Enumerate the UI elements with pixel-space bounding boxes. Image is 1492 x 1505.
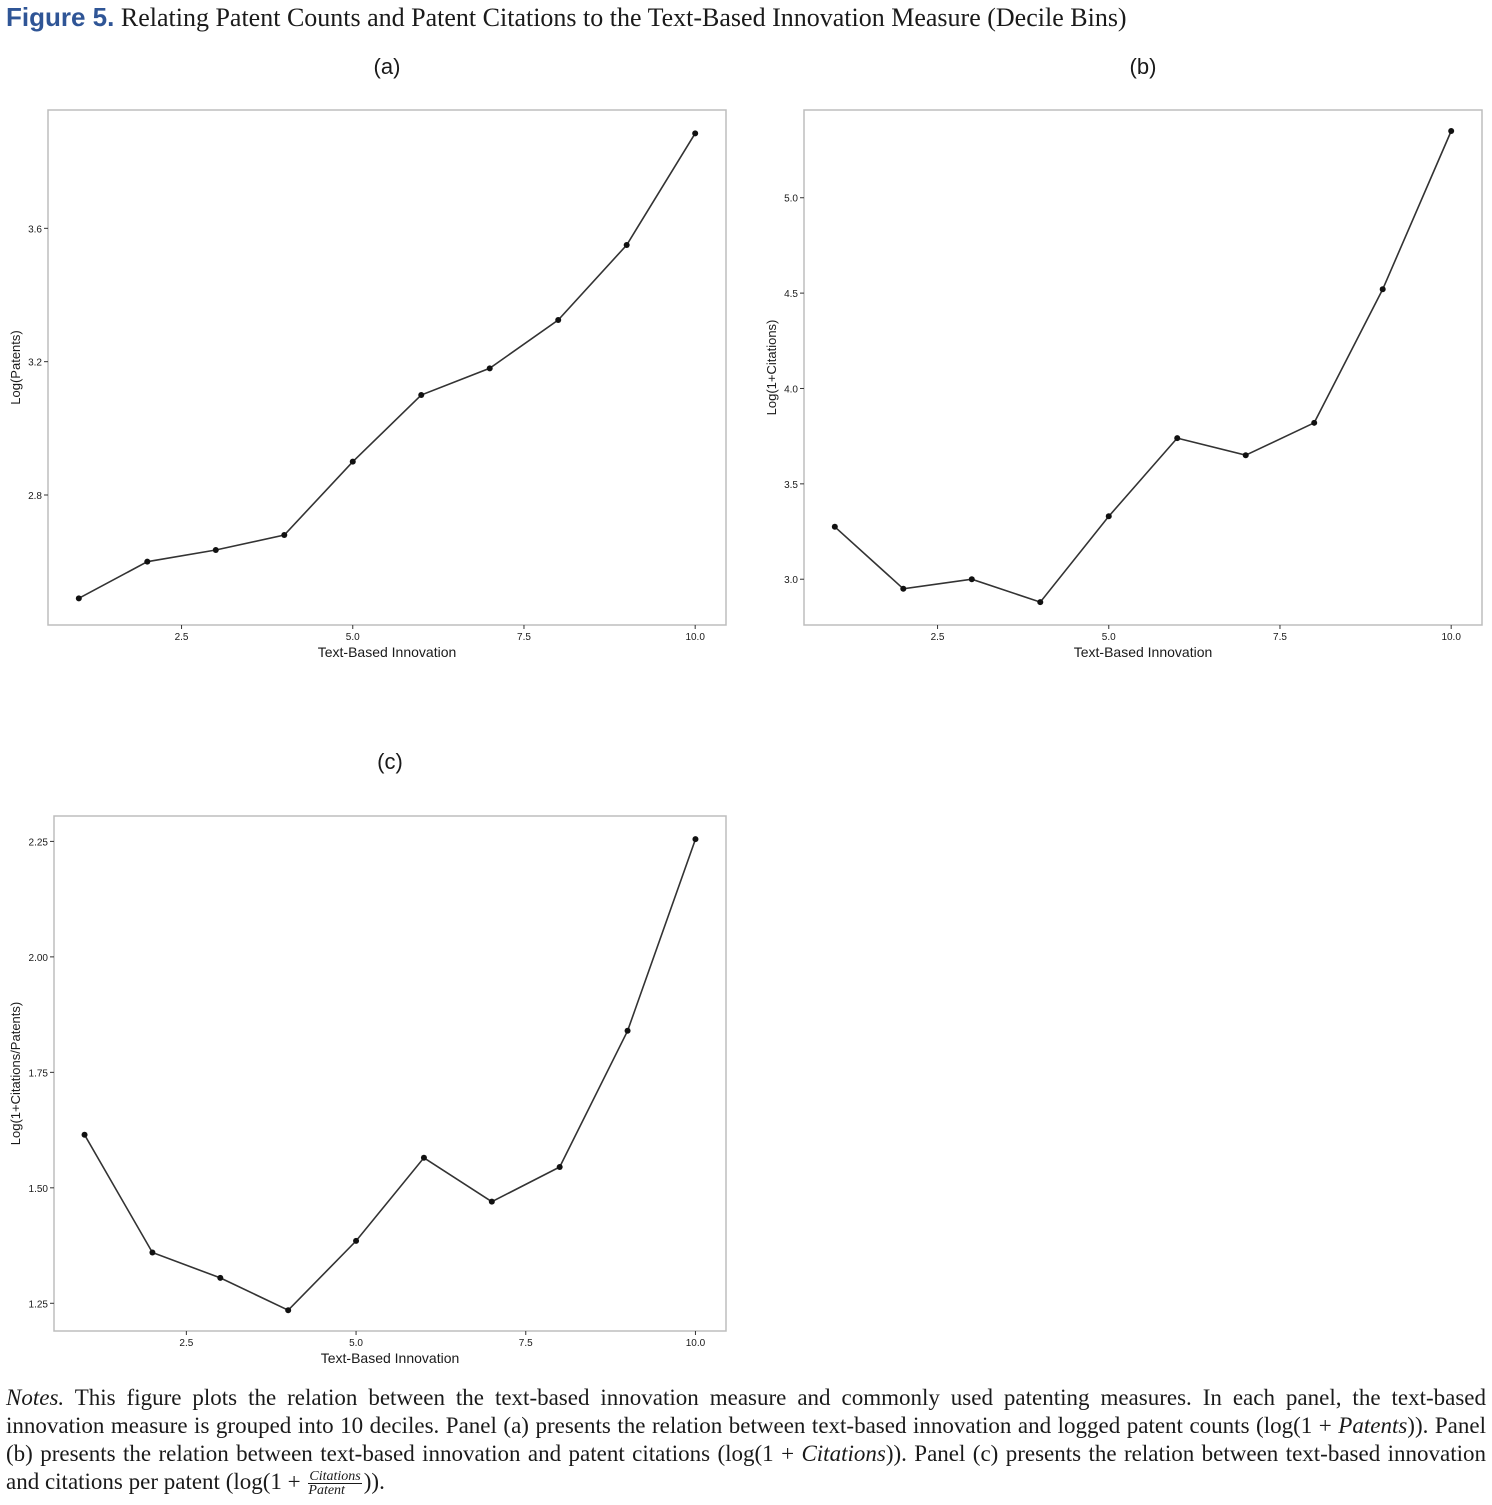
notes-patents: Patents (1338, 1413, 1408, 1438)
x-tick-label: 2.5 (175, 632, 189, 643)
data-point (556, 1164, 563, 1171)
data-point (1379, 286, 1386, 293)
x-tick-label: 7.5 (517, 632, 531, 643)
notes-lead: Notes. (6, 1385, 65, 1410)
data-point (1311, 419, 1318, 426)
plot-frame (47, 109, 727, 626)
x-axis-label: Text-Based Innovation (318, 644, 457, 660)
data-point (149, 1249, 156, 1256)
x-tick-label: 10.0 (685, 632, 705, 643)
x-tick-label: 5.0 (1102, 632, 1116, 643)
data-point (353, 1237, 360, 1244)
y-tick-label: 4.5 (784, 289, 798, 300)
y-tick-label: 4.0 (784, 384, 798, 395)
plot-frame (53, 815, 727, 1332)
data-point (217, 1274, 224, 1281)
notes-citations: Citations (801, 1441, 886, 1466)
citations-per-patent-fraction: Citations Patent (308, 1469, 362, 1499)
y-tick-label: 2.25 (29, 837, 49, 848)
notes-part-3: )). Panel (c) presents the relation betw… (6, 1441, 1486, 1494)
data-point (81, 1131, 88, 1138)
notes-part-2: )). Panel (b) presents the relation betw… (6, 1413, 1486, 1466)
data-point (285, 1307, 292, 1314)
y-axis-label: Log(Patents) (8, 330, 23, 404)
figure-title: Figure 5. Relating Patent Counts and Pat… (6, 2, 1486, 33)
data-point (692, 836, 699, 843)
data-point (692, 130, 699, 137)
chart-panel-a: (a) 2.8 3.2 3.6 2.5 5.0 7.5 10.0 Text-Based Inno… (8, 54, 727, 660)
data-point (555, 317, 562, 323)
figure-notes: Notes. This figure plots the relation be… (6, 1384, 1486, 1499)
x-tick-label: 2.5 (931, 632, 945, 643)
data-point (900, 585, 907, 592)
data-point (418, 392, 425, 398)
data-point (831, 523, 838, 530)
data-point (1242, 452, 1249, 459)
series-line (834, 130, 1452, 604)
data-point (488, 1198, 495, 1205)
y-tick-label: 2.00 (29, 953, 49, 964)
data-point (968, 576, 975, 583)
panel-label: (c) (377, 749, 403, 774)
figure-caption: Relating Patent Counts and Patent Citati… (120, 3, 1127, 32)
x-tick-label: 7.5 (519, 1338, 533, 1349)
data-point (1174, 435, 1181, 442)
data-point (281, 532, 288, 538)
x-axis-label: Text-Based Innovation (1074, 644, 1213, 660)
data-point (624, 1027, 631, 1034)
fraction-numerator: Citations (308, 1469, 362, 1485)
y-tick-label: 3.6 (28, 224, 42, 235)
plot-frame (803, 109, 1483, 626)
x-tick-label: 7.5 (1273, 632, 1287, 643)
series-line (78, 132, 696, 600)
notes-part-4: )). (363, 1469, 385, 1494)
chart-panel-b: (b) 3.0 3.5 4.0 4.5 5.0 2.5 5.0 7.5 10.0 Text-Base… (764, 54, 1483, 660)
y-tick-label: 5.0 (784, 194, 798, 205)
fraction-denominator: Patent (308, 1483, 345, 1499)
figure-label: Figure 5. (6, 2, 115, 32)
panel-label: (a) (374, 54, 401, 79)
chart-panel-c: (c) 1.25 1.50 1.75 2.00 2.25 2.5 5.0 7.5 10.0 Text… (8, 749, 727, 1366)
notes-part-1: This figure plots the relation between t… (6, 1385, 1486, 1438)
x-axis-label: Text-Based Innovation (321, 1350, 460, 1366)
y-tick-label: 1.50 (29, 1184, 49, 1195)
y-tick-label: 1.25 (29, 1299, 49, 1310)
x-tick-label: 5.0 (349, 1338, 363, 1349)
data-point (212, 547, 219, 553)
data-point (1105, 513, 1112, 520)
y-tick-label: 3.0 (784, 575, 798, 586)
y-tick-label: 2.8 (28, 491, 42, 502)
y-axis-label: Log(1+Citations) (764, 320, 779, 416)
x-tick-label: 2.5 (179, 1338, 193, 1349)
data-point (75, 595, 82, 602)
x-tick-label: 10.0 (1441, 632, 1461, 643)
data-point (1037, 599, 1044, 606)
y-tick-label: 3.5 (784, 480, 798, 491)
data-point (623, 242, 630, 248)
y-tick-label: 3.2 (28, 358, 42, 369)
y-tick-label: 1.75 (29, 1068, 49, 1079)
x-tick-label: 10.0 (686, 1338, 706, 1349)
y-axis-label: Log(1+Citations/Patents) (8, 1002, 23, 1145)
series-line (83, 838, 697, 1312)
data-point (144, 558, 151, 565)
data-point (1448, 127, 1455, 134)
data-point (486, 365, 493, 372)
panel-label: (b) (1130, 54, 1157, 79)
data-point (349, 458, 356, 465)
x-tick-label: 5.0 (346, 632, 360, 643)
data-point (420, 1154, 427, 1161)
